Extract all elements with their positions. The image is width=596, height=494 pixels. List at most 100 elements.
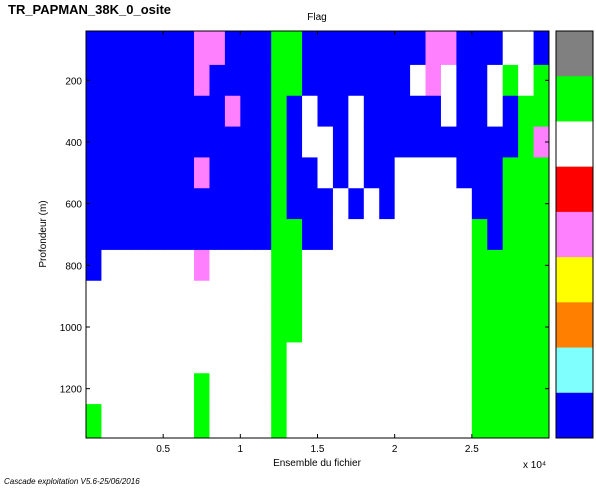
cell	[502, 126, 519, 158]
cell	[456, 342, 473, 374]
cell	[163, 280, 180, 313]
cell	[271, 188, 288, 220]
cell	[101, 219, 118, 251]
cell	[317, 280, 334, 313]
cell	[209, 188, 226, 220]
cell	[86, 188, 102, 220]
cell	[163, 157, 180, 189]
cell	[332, 64, 349, 97]
cell	[317, 188, 334, 220]
cell	[487, 31, 504, 66]
cell	[194, 219, 210, 251]
cell	[116, 64, 133, 97]
cell	[209, 64, 226, 97]
cell	[86, 219, 102, 251]
cell	[471, 188, 488, 220]
cell	[86, 95, 102, 128]
cell	[302, 219, 318, 251]
cell	[101, 126, 118, 158]
cell	[224, 249, 241, 282]
cell	[286, 95, 303, 128]
cell	[116, 95, 133, 128]
x-exponent: x 10⁴	[523, 460, 546, 471]
cell	[332, 188, 349, 220]
cell	[163, 404, 180, 439]
cell	[240, 188, 257, 220]
cell	[332, 280, 349, 313]
cell	[410, 249, 427, 282]
cell	[425, 188, 442, 220]
cell	[194, 64, 210, 97]
cell	[471, 342, 488, 374]
cell	[224, 95, 241, 128]
cell	[533, 188, 550, 220]
cell	[502, 64, 519, 97]
cell	[518, 31, 535, 66]
cell	[240, 280, 257, 313]
cell	[163, 342, 180, 374]
cell	[271, 219, 288, 251]
y-axis-label: Profondeur (m)	[38, 200, 49, 267]
cell	[116, 126, 133, 158]
cell	[271, 157, 288, 189]
cell	[147, 64, 164, 97]
cell	[178, 157, 195, 189]
cell	[425, 249, 442, 282]
cell	[502, 373, 519, 405]
cell	[332, 249, 349, 282]
cell	[86, 249, 102, 282]
cell	[394, 126, 411, 158]
cell	[86, 31, 102, 66]
x-tick-label: 2	[392, 444, 398, 455]
chart-title: TR_PAPMAN_38K_0_osite	[8, 2, 171, 17]
cell	[379, 280, 396, 313]
cell	[456, 311, 473, 343]
cell	[271, 31, 288, 66]
cell	[194, 95, 210, 128]
cell	[255, 404, 272, 439]
cell	[379, 404, 396, 439]
cell	[147, 219, 164, 251]
cell	[471, 373, 488, 405]
cell	[518, 373, 535, 405]
cell	[132, 249, 149, 282]
cell	[533, 280, 550, 313]
cell	[394, 95, 411, 128]
cell	[348, 311, 365, 343]
cell	[255, 280, 272, 313]
colorbar-swatch	[556, 121, 593, 168]
cell	[86, 280, 102, 313]
cell	[116, 373, 133, 405]
cell	[101, 404, 118, 439]
cell	[302, 311, 318, 343]
cell	[425, 404, 442, 439]
cell	[471, 404, 488, 439]
cell	[487, 280, 504, 313]
cell	[471, 249, 488, 282]
cell	[379, 157, 396, 189]
cell	[116, 280, 133, 313]
cell	[332, 126, 349, 158]
cell	[116, 342, 133, 374]
cell	[240, 219, 257, 251]
cell	[456, 31, 473, 66]
cell	[147, 188, 164, 220]
cell	[209, 126, 226, 158]
cell	[116, 249, 133, 282]
cell	[163, 373, 180, 405]
x-tick-label: 0.5	[156, 444, 170, 455]
cell	[286, 219, 303, 251]
cell	[271, 404, 288, 439]
cell	[471, 280, 488, 313]
cell	[394, 404, 411, 439]
cell	[255, 126, 272, 158]
cell	[533, 373, 550, 405]
cell	[363, 157, 380, 189]
cell	[425, 31, 442, 66]
y-tick-label: 200	[65, 76, 82, 87]
cell	[425, 311, 442, 343]
cell	[456, 188, 473, 220]
cell	[379, 64, 396, 97]
cell	[178, 188, 195, 220]
cell	[410, 404, 427, 439]
